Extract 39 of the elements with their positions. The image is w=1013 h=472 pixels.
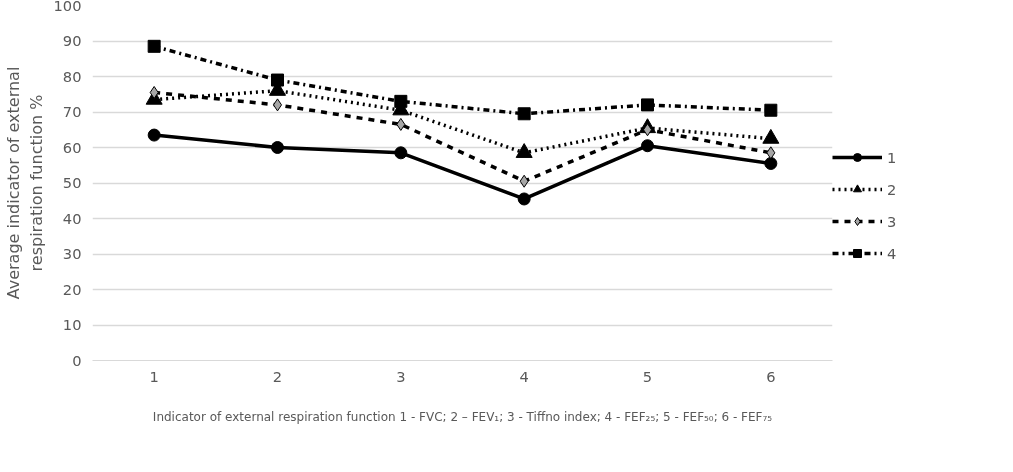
y-tick-label: 10 [62, 316, 82, 333]
y-tick-label: 40 [62, 209, 82, 227]
y-tick-label: 70 [62, 103, 82, 120]
y-axis-title: Average indicator of external respiration function % [3, 66, 46, 300]
point [764, 156, 778, 170]
y-tick-label: 60 [62, 138, 82, 156]
y-tick-label: 0 [72, 351, 82, 369]
point [517, 192, 531, 206]
point [147, 39, 161, 53]
x-axis-title: Indicator of external respiration function 1 - FVC; 2 – FEV₁; 3 - Tiffno index; 4 - FEF₂₅; 5 - FEF₅₀; 6 - FEF₇₅ [152, 409, 773, 424]
point [396, 117, 406, 131]
y-tick-label: 100 [53, 0, 82, 14]
y-tick-label: 50 [62, 174, 82, 191]
point [764, 103, 778, 117]
legend-label: 2 [887, 180, 898, 198]
y-tick-label: 20 [62, 280, 82, 298]
legend-label: 1 [887, 148, 898, 166]
point [394, 94, 408, 108]
x-tick-label: 5 [642, 367, 653, 385]
y-tick-label: 80 [62, 67, 82, 85]
point [641, 139, 654, 153]
point [271, 73, 284, 87]
legend-label: 4 [887, 244, 898, 262]
y-tick-label: 90 [62, 32, 82, 49]
point [766, 146, 776, 160]
x-tick-label: 6 [766, 367, 776, 385]
x-tick-label: 2 [272, 367, 283, 385]
point [519, 174, 529, 188]
x-tick-label: 3 [396, 367, 406, 385]
point [147, 128, 161, 142]
point [517, 107, 531, 121]
point [271, 141, 284, 154]
point [394, 146, 408, 160]
x-tick-label: 4 [519, 367, 529, 385]
point [641, 98, 654, 112]
point [149, 85, 159, 99]
x-tick-label: 1 [149, 367, 159, 385]
legend-label: 3 [887, 212, 898, 230]
y-tick-label: 30 [62, 245, 82, 262]
